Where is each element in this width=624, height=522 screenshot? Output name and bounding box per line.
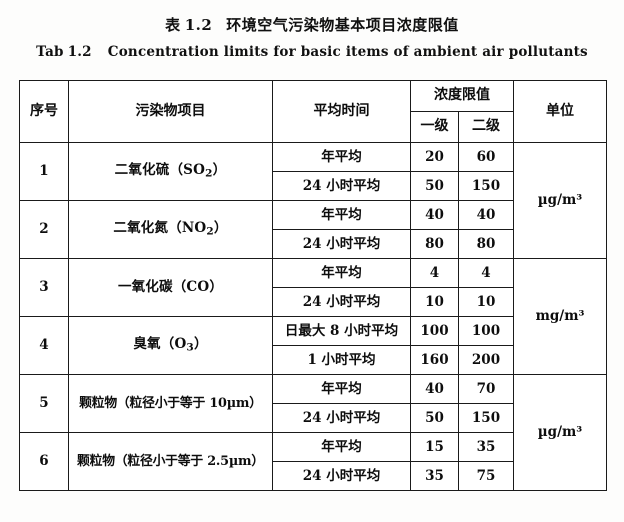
title-cn-text: 环境空气污染物基本项目浓度限值	[226, 16, 459, 34]
cell-averaging-time: 24 小时平均	[272, 403, 411, 433]
header-limits: 浓度限值	[410, 80, 514, 112]
table-row: 24 小时平均 10 10	[20, 287, 607, 317]
title-en-number: 1.2	[67, 44, 92, 60]
cell-pollutant-item: 臭氧（O3）	[68, 316, 273, 375]
cell-unit: mg/m³	[513, 258, 607, 375]
cell-limit-level1: 50	[410, 171, 459, 201]
cell-limit-level1: 35	[410, 461, 459, 491]
cell-limit-level1: 40	[410, 374, 459, 404]
cell-averaging-time: 24 小时平均	[272, 171, 411, 201]
cell-averaging-time: 年平均	[272, 432, 411, 462]
cell-limit-level2: 75	[458, 461, 514, 491]
cell-limit-level1: 10	[410, 287, 459, 317]
cell-sequence-number: 5	[19, 374, 69, 433]
cell-limit-level1: 40	[410, 200, 459, 230]
cell-pollutant-item: 颗粒物（粒径小于等于 10µm）	[68, 374, 273, 433]
air-pollutant-limits-table: 序号 污染物项目 平均时间 浓度限值 单位 一级 二级 1 二氧化硫（SO2） 年平…	[19, 80, 607, 491]
table-row: 1 二氧化硫（SO2） 年平均 20 60 µg/m³	[19, 142, 607, 259]
cell-sequence-number: 2	[19, 200, 69, 259]
table-row: 5 颗粒物（粒径小于等于 10µm） 年平均 40 70 µg/m³	[19, 374, 607, 491]
header-level1: 一级	[410, 111, 459, 143]
cell-limit-level1: 50	[410, 403, 459, 433]
cell-limit-level1: 15	[410, 432, 459, 462]
cell-unit: µg/m³	[513, 142, 607, 259]
title-cn-number: 1.2	[184, 16, 213, 34]
table-row: 3 一氧化碳（CO） 年平均 4 4 mg/m³	[19, 258, 607, 375]
table-head: 序号 污染物项目 平均时间 浓度限值 单位 一级 二级	[19, 80, 607, 143]
cell-averaging-time: 24 小时平均	[272, 229, 411, 259]
header-seq: 序号	[19, 80, 69, 143]
cell-averaging-time: 年平均	[272, 142, 411, 172]
cell-limit-level2: 4	[458, 258, 514, 288]
cell-averaging-time: 年平均	[272, 374, 411, 404]
cell-unit: µg/m³	[513, 374, 607, 491]
cell-limit-level2: 40	[458, 200, 514, 230]
cell-averaging-time: 年平均	[272, 258, 411, 288]
table-row: 6 颗粒物（粒径小于等于 2.5µm） 年平均 15 35	[19, 432, 607, 491]
table-row: 24 小时平均 50 150	[20, 403, 607, 433]
header-level2: 二级	[458, 111, 514, 143]
cell-limit-level2: 60	[458, 142, 514, 172]
cell-limit-level2: 150	[458, 403, 514, 433]
cell-averaging-time: 年平均	[272, 200, 411, 230]
header-time: 平均时间	[272, 80, 411, 143]
header-item: 污染物项目	[68, 80, 273, 143]
cell-sequence-number: 6	[19, 432, 69, 491]
cell-limit-level2: 150	[458, 171, 514, 201]
cell-limit-level1: 100	[410, 316, 459, 346]
cell-sequence-number: 1	[19, 142, 69, 201]
cell-averaging-time: 24 小时平均	[272, 461, 411, 491]
table-row: 4 臭氧（O3） 日最大 8 小时平均 100 100	[19, 316, 607, 375]
cell-limit-level2: 80	[458, 229, 514, 259]
title-en-text: Concentration limits for basic items of …	[107, 44, 588, 60]
cell-limit-level1: 160	[410, 345, 459, 375]
table-title-chinese: 表 1.2 环境空气污染物基本项目浓度限值	[0, 14, 624, 35]
cell-limit-level1: 80	[410, 229, 459, 259]
table-row: 1 小时平均 160 200	[20, 345, 607, 375]
cell-pollutant-item: 颗粒物（粒径小于等于 2.5µm）	[68, 432, 273, 491]
table-row: 24 小时平均 35 75	[20, 461, 607, 491]
table-row: 24 小时平均 80 80	[20, 229, 607, 259]
table-row: 24 小时平均 50 150	[20, 171, 607, 201]
cell-limit-level2: 200	[458, 345, 514, 375]
cell-pollutant-item: 二氧化氮（NO2）	[68, 200, 273, 259]
header-unit: 单位	[513, 80, 607, 143]
cell-averaging-time: 日最大 8 小时平均	[272, 316, 411, 346]
cell-averaging-time: 24 小时平均	[272, 287, 411, 317]
cell-limit-level2: 70	[458, 374, 514, 404]
cell-limit-level1: 20	[410, 142, 459, 172]
cell-limit-level2: 100	[458, 316, 514, 346]
cell-pollutant-item: 二氧化硫（SO2）	[68, 142, 273, 201]
cell-limit-level2: 10	[458, 287, 514, 317]
table-title-english: Tab 1.2 Concentration limits for basic ite…	[0, 44, 624, 60]
table-row: 2 二氧化氮（NO2） 年平均 40 40	[19, 200, 607, 259]
cell-sequence-number: 3	[19, 258, 69, 317]
cell-averaging-time: 1 小时平均	[272, 345, 411, 375]
table-body: 1 二氧化硫（SO2） 年平均 20 60 µg/m³ 24 小时平均 50 150 2 二氧化氮（…	[19, 142, 607, 491]
cell-limit-level2: 35	[458, 432, 514, 462]
header-row-top: 序号 污染物项目 平均时间 浓度限值 单位	[19, 80, 607, 143]
cell-limit-level1: 4	[410, 258, 459, 288]
cell-pollutant-item: 一氧化碳（CO）	[68, 258, 273, 317]
title-en-label: Tab	[36, 44, 64, 60]
title-cn-label: 表	[165, 16, 181, 34]
cell-sequence-number: 4	[19, 316, 69, 375]
header-row-bottom: 一级 二级	[20, 111, 607, 143]
